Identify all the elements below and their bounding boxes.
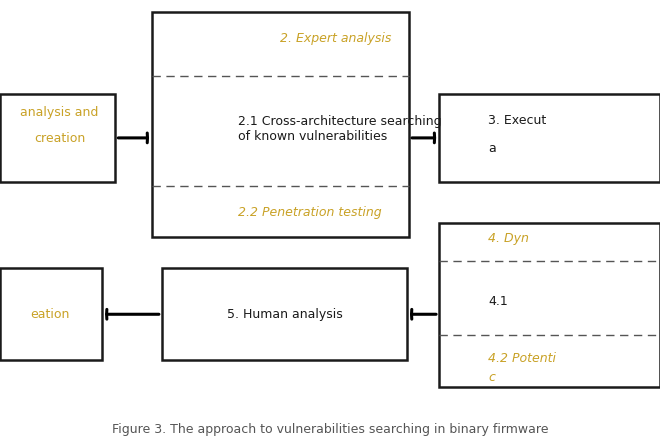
Bar [162, 268, 407, 360]
Bar [0, 94, 115, 182]
Text: 5. Human analysis: 5. Human analysis [226, 308, 343, 321]
Text: Figure 3. The approach to vulnerabilities searching in binary firmware: Figure 3. The approach to vulnerabilitie… [112, 422, 548, 436]
Text: 4.2 Potenti: 4.2 Potenti [488, 352, 556, 365]
Text: 4.1: 4.1 [488, 296, 508, 308]
Text: 2.2 Penetration testing: 2.2 Penetration testing [238, 206, 381, 219]
Text: eation: eation [30, 308, 69, 321]
Text: analysis and: analysis and [20, 106, 98, 119]
Text: 2. Expert analysis: 2. Expert analysis [280, 33, 392, 45]
Bar [439, 223, 660, 387]
Bar [152, 12, 409, 237]
Text: 3. Execut: 3. Execut [488, 114, 546, 127]
Text: 2.1 Cross-architecture searching
of known vulnerabilities: 2.1 Cross-architecture searching of know… [238, 115, 442, 143]
Text: c: c [488, 371, 495, 384]
Bar [439, 94, 660, 182]
Text: creation: creation [34, 132, 85, 145]
Text: a: a [488, 142, 496, 154]
Text: 4. Dyn: 4. Dyn [488, 231, 529, 245]
Bar [0, 268, 102, 360]
